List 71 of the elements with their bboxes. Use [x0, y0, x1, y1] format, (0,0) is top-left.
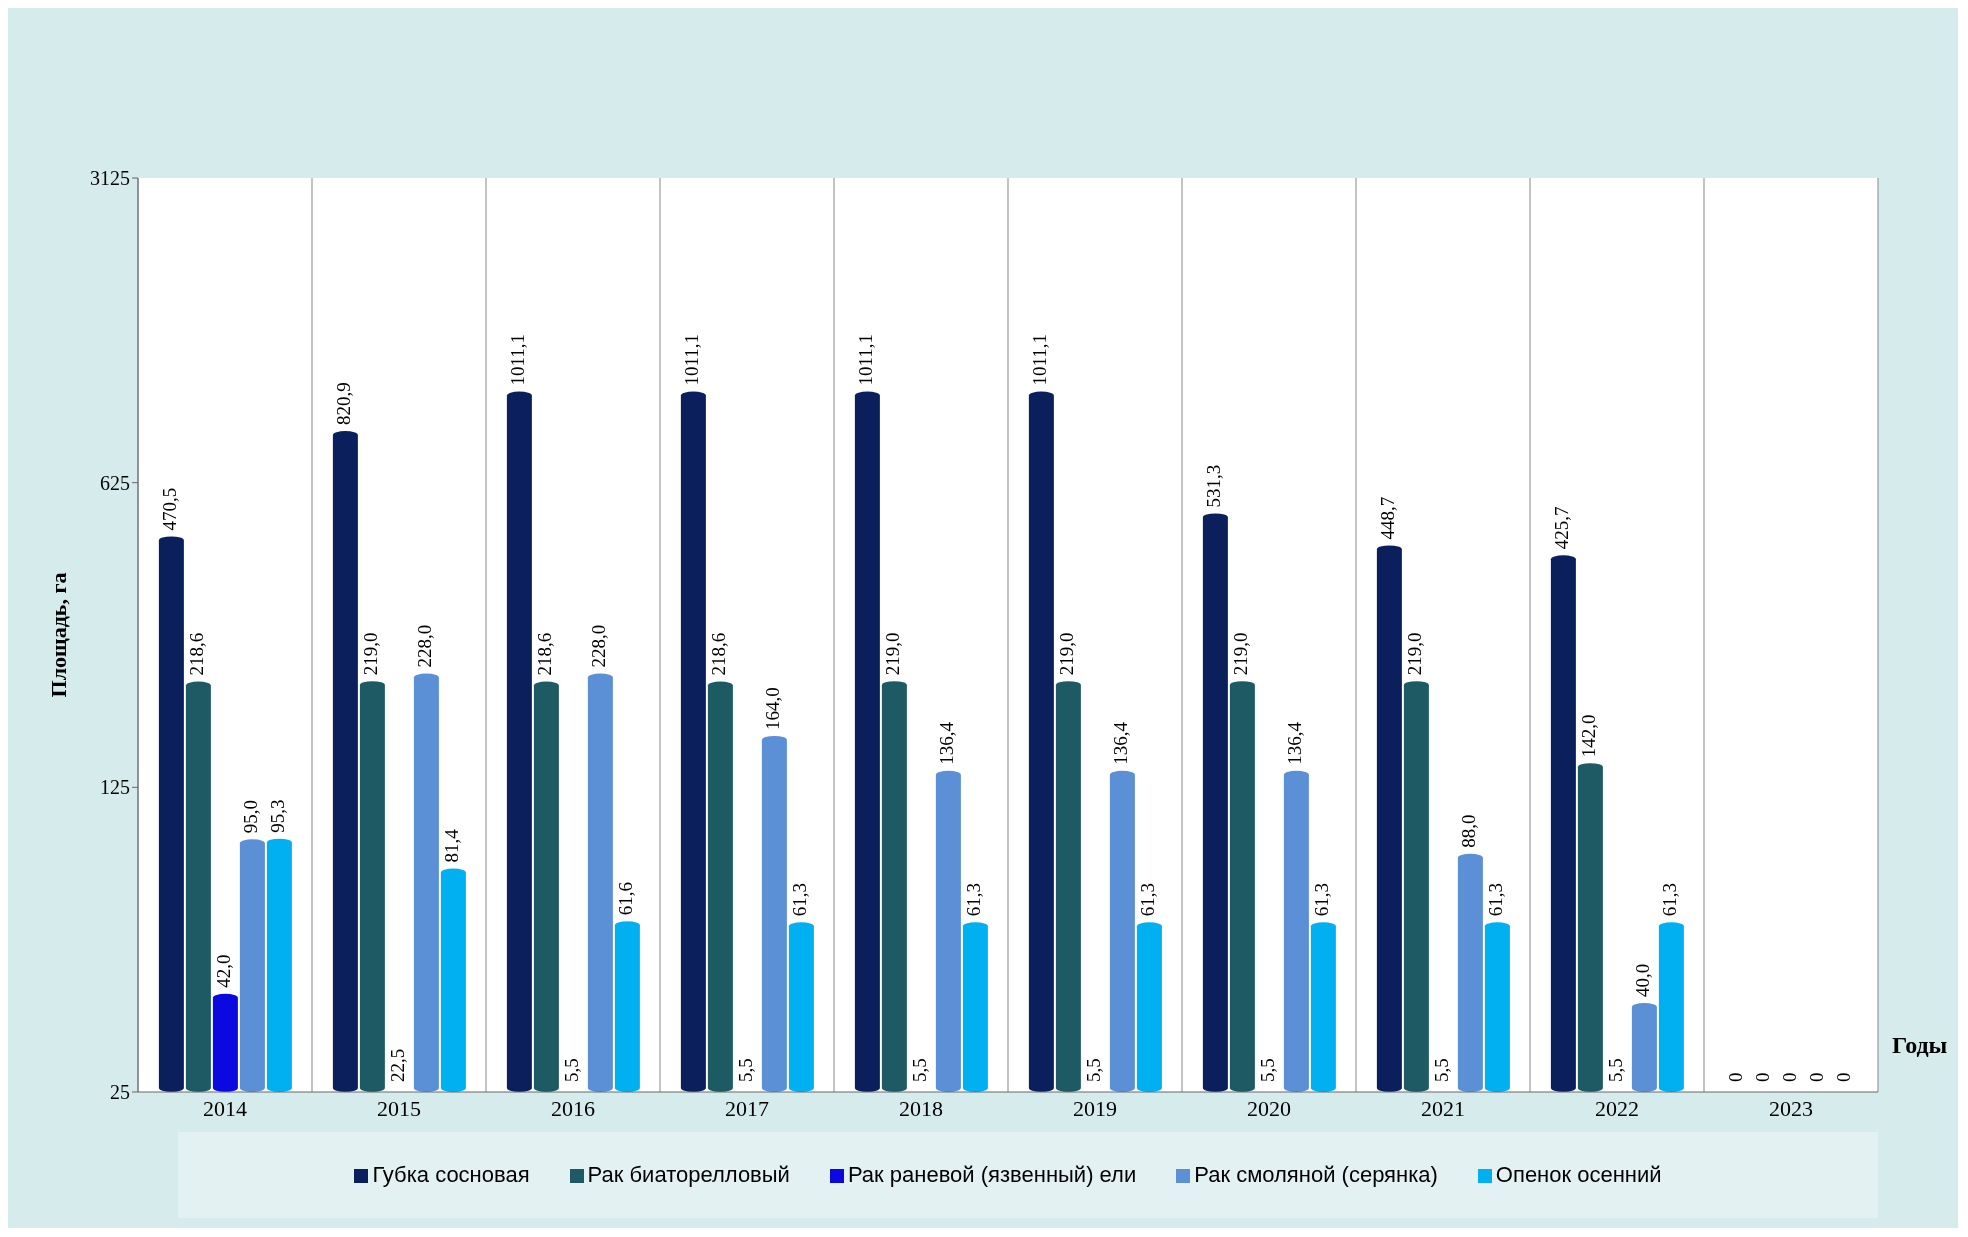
- data-label: 1011,1: [855, 334, 877, 386]
- data-label: 228,0: [588, 624, 610, 668]
- data-label: 448,7: [1377, 496, 1399, 540]
- text: 5,5: [909, 1058, 931, 1082]
- y-tick-label: 25: [110, 1081, 130, 1104]
- text: 5,5: [561, 1058, 583, 1082]
- data-label: 61,6: [615, 882, 637, 916]
- legend-label: Рак раневой (язвенный) ели: [847, 1162, 1137, 1187]
- data-label: 164,0: [762, 687, 784, 730]
- data-label: 219,0: [360, 632, 382, 676]
- data-label: 820,9: [333, 382, 355, 426]
- data-label: 1011,1: [507, 334, 529, 386]
- y-tick-label: 3125: [90, 167, 130, 190]
- x-tick-label: 2015: [377, 1095, 421, 1121]
- x-tick-label: 2022: [1595, 1095, 1639, 1121]
- legend-label: Губка сосновая: [372, 1162, 530, 1187]
- x-tick-label: 2020: [1247, 1095, 1291, 1121]
- data-label: 425,7: [1551, 506, 1573, 550]
- data-label: 61,3: [1137, 882, 1159, 917]
- data-label: 1011,1: [1029, 334, 1051, 386]
- data-label: 219,0: [1230, 632, 1252, 676]
- text: 5,5: [1605, 1058, 1627, 1082]
- x-tick-label: 2017: [725, 1095, 769, 1121]
- data-label: 218,6: [708, 632, 730, 676]
- x-tick-label: 2014: [203, 1095, 247, 1121]
- text: 5,5: [1257, 1058, 1279, 1082]
- y-tick-label: 625: [100, 471, 130, 494]
- data-label: 95,0: [240, 800, 262, 834]
- text: 22,5: [387, 1048, 409, 1082]
- data-label: 136,4: [1110, 721, 1132, 765]
- data-label: 81,4: [441, 828, 463, 863]
- data-label: 61,3: [963, 882, 985, 917]
- data-label: 61,3: [1659, 882, 1681, 917]
- data-label: 142,0: [1578, 714, 1600, 758]
- text: 5,5: [1083, 1058, 1105, 1082]
- data-label: 61,3: [1311, 882, 1333, 917]
- data-label: 219,0: [1404, 632, 1426, 676]
- x-tick-label: 2018: [899, 1095, 943, 1121]
- legend-label: Рак биаторелловый: [587, 1162, 790, 1187]
- data-label: 219,0: [1056, 632, 1078, 676]
- data-label: 61,3: [789, 882, 811, 917]
- y-tick-label: 125: [100, 776, 130, 799]
- data-label: 228,0: [414, 624, 436, 668]
- legend-label: Опенок осенний: [1495, 1162, 1662, 1187]
- data-label: 218,6: [186, 632, 208, 676]
- text: 5,5: [735, 1058, 757, 1082]
- text: 0: [1752, 1072, 1774, 1082]
- x-tick-label: 2019: [1073, 1095, 1117, 1121]
- data-label: 136,4: [936, 721, 958, 765]
- data-label: 61,3: [1485, 882, 1507, 917]
- data-label: 136,4: [1284, 721, 1306, 765]
- data-label: 95,3: [267, 799, 289, 833]
- text: 0: [1779, 1072, 1801, 1082]
- data-label: 219,0: [882, 632, 904, 676]
- x-tick-label: 2016: [551, 1095, 595, 1121]
- y-axis-title: Площадь, га: [45, 572, 71, 698]
- legend-label: Рак смоляной (серянка): [1194, 1162, 1438, 1187]
- text: 0: [1806, 1072, 1828, 1082]
- data-label: 1011,1: [681, 334, 703, 386]
- data-label: 42,0: [213, 954, 235, 988]
- data-label: 88,0: [1458, 814, 1480, 848]
- x-axis-title: Годы: [1892, 1032, 1948, 1059]
- data-label: 531,3: [1203, 464, 1225, 508]
- text: 5,5: [1431, 1058, 1453, 1082]
- data-label: 218,6: [534, 632, 556, 676]
- data-label: 40,0: [1632, 963, 1654, 998]
- x-tick-label: 2021: [1421, 1095, 1465, 1121]
- data-label: 470,5: [159, 487, 181, 531]
- x-tick-label: 2023: [1769, 1095, 1813, 1121]
- text: 0: [1833, 1072, 1855, 1082]
- text: 0: [1725, 1072, 1747, 1082]
